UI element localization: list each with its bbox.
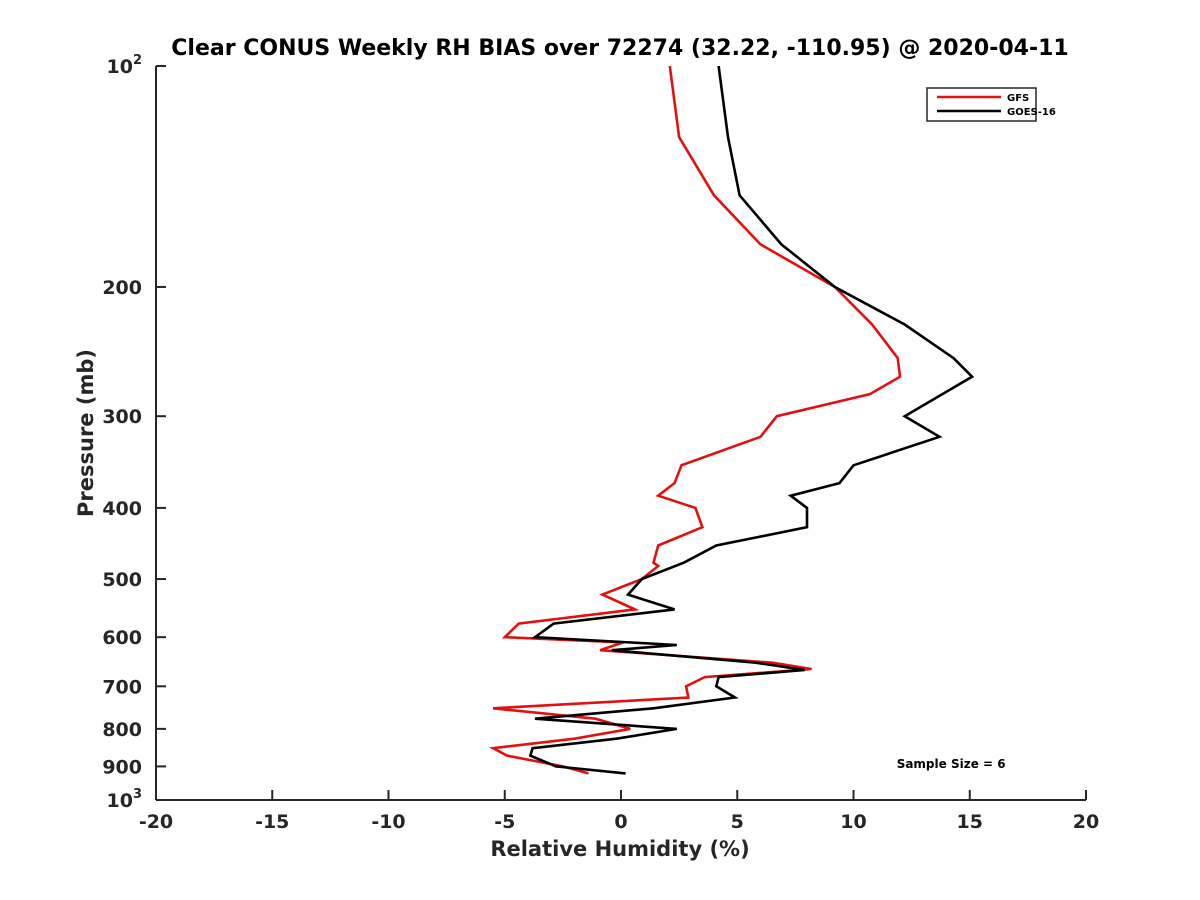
y-tick-label: 800 [102, 719, 142, 741]
legend-box [926, 87, 1037, 122]
x-tick-label: 5 [731, 811, 744, 833]
annotations: Sample Size = 6 [897, 757, 1006, 771]
y-tick-label: 103 [107, 787, 143, 812]
series-line-goes-16 [528, 65, 975, 775]
y-tick-label: 600 [102, 627, 142, 649]
x-tick-label: -20 [139, 811, 173, 833]
y-axis-label: Pressure (mb) [74, 349, 98, 517]
legend: GFS GOES-16 [926, 87, 1056, 122]
axes-layer [155, 66, 1086, 801]
legend-label: GOES-16 [1007, 107, 1056, 118]
series-layer [488, 65, 975, 775]
x-tick-label: 20 [1073, 811, 1099, 833]
sample-size-annotation: Sample Size = 6 [897, 757, 1006, 771]
x-tick-label: -10 [371, 811, 405, 833]
ticks-layer: -20 -15 -10 -5 0 5 10 15 20 102 200 300 400 500 600 700… [102, 53, 1099, 833]
x-tick-label: -5 [494, 811, 515, 833]
y-tick-label: 700 [102, 676, 142, 698]
y-tick-label: 300 [102, 406, 142, 428]
x-axis-label: Relative Humidity (%) [490, 837, 749, 861]
x-tick-label: 15 [957, 811, 983, 833]
y-tick-label: 102 [107, 53, 143, 78]
y-tick-label: 900 [102, 756, 142, 778]
x-tick-label: -15 [255, 811, 289, 833]
y-tick-label: 400 [102, 498, 142, 520]
y-tick-label: 500 [102, 569, 142, 591]
x-tick-label: 10 [840, 811, 866, 833]
x-tick-label: 0 [614, 811, 627, 833]
y-tick-label: 200 [102, 277, 142, 299]
legend-label: GFS [1007, 93, 1029, 104]
chart-title: Clear CONUS Weekly RH BIAS over 72274 (3… [171, 36, 1068, 61]
series-line-gfs [488, 65, 902, 775]
